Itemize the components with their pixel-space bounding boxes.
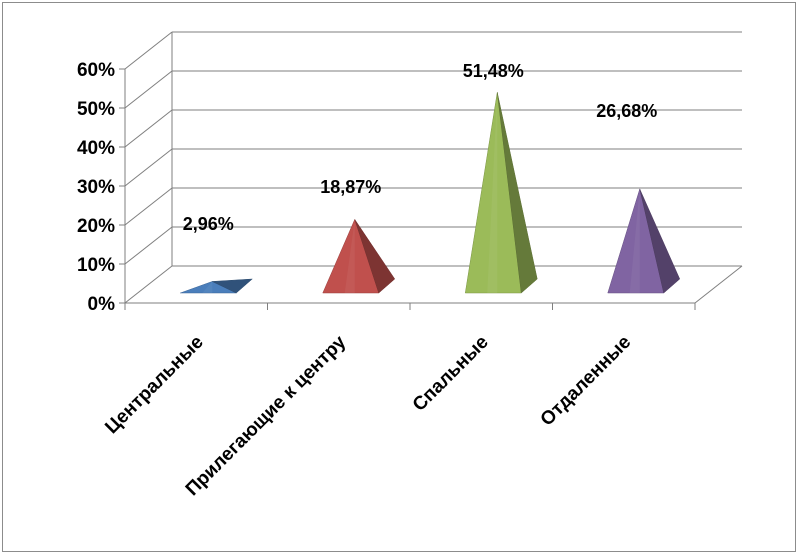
gridline-diagonal — [124, 226, 173, 265]
data-label: 18,87% — [320, 177, 381, 197]
pyramid-2 — [322, 218, 396, 294]
gridline-diagonal — [124, 265, 173, 304]
gridline-diagonal — [124, 109, 173, 148]
y-tick-label: 30% — [77, 177, 115, 198]
gridlines — [124, 31, 742, 304]
pyramid-highlight — [629, 188, 640, 293]
data-label: 51,48% — [463, 61, 524, 81]
pyramid-1 — [180, 278, 253, 294]
data-label: 26,68% — [596, 101, 657, 121]
gridline-diagonal — [124, 70, 173, 109]
pyramid-side-face — [497, 92, 538, 294]
category-label: Центральные — [101, 332, 208, 439]
pyramid-marks — [180, 92, 681, 294]
pyramid-highlight — [202, 281, 213, 293]
floor-right-edge — [694, 265, 743, 304]
gridline-diagonal — [124, 148, 173, 187]
category-label: Спальные — [409, 332, 493, 416]
pyramid-side-face — [211, 278, 253, 294]
y-tick-label: 50% — [77, 99, 115, 120]
gridline-diagonal — [124, 187, 173, 226]
y-tick-label: 0% — [88, 294, 116, 315]
pyramid-highlight — [487, 92, 498, 293]
category-label: Отдаленные — [537, 332, 636, 431]
y-tick-label: 20% — [77, 216, 115, 237]
pyramid-highlight — [344, 219, 355, 293]
data-labels: 2,96% 18,87% 51,48% 26,68% — [183, 61, 658, 234]
y-tick-label: 40% — [77, 138, 115, 159]
gridline-diagonal — [124, 31, 173, 70]
y-axis — [119, 68, 126, 304]
y-tick-labels: 0% 10% 20% 30% 40% 50% 60% — [77, 60, 115, 315]
category-label: Прилегающие к центру — [182, 331, 351, 500]
pyramid-side-face — [639, 188, 681, 294]
y-tick-label: 60% — [77, 60, 115, 81]
y-tick-label: 10% — [77, 255, 115, 276]
data-label: 2,96% — [183, 214, 234, 234]
pyramid-side-face — [354, 219, 396, 294]
pyramid-3 — [464, 92, 538, 294]
pyramid-4 — [607, 187, 681, 294]
